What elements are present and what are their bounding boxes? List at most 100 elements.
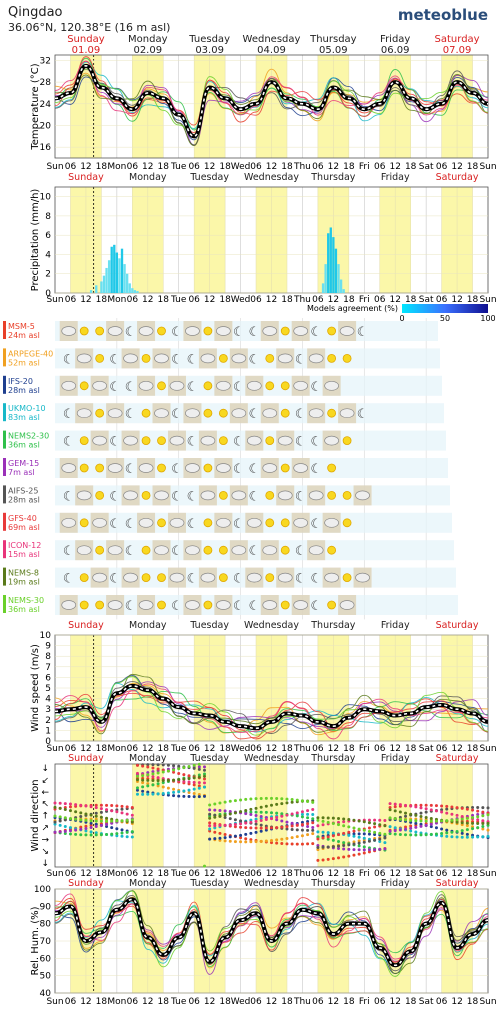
direction-dot xyxy=(419,814,423,818)
direction-dot xyxy=(74,803,78,807)
y-tick-label: 0 xyxy=(45,289,51,299)
moon-icon: ☾ xyxy=(248,352,260,367)
moon-icon: ☾ xyxy=(310,517,322,532)
direction-dot xyxy=(228,835,232,839)
agreement-colorbar xyxy=(402,304,488,313)
sun-icon xyxy=(265,353,275,363)
direction-dot xyxy=(409,812,413,816)
direction-dot xyxy=(141,764,145,768)
direction-dot xyxy=(213,826,217,830)
x-tick-label: 06 xyxy=(250,744,262,754)
direction-dot xyxy=(460,821,464,825)
sun-icon xyxy=(203,518,213,528)
x-tick-label: Fri xyxy=(359,744,370,754)
sun-icon xyxy=(342,573,352,582)
direction-dot xyxy=(79,803,83,807)
x-tick-label: Thu xyxy=(293,295,311,305)
direction-dot xyxy=(141,792,145,796)
sun-icon xyxy=(218,436,228,446)
moon-icon: ☾ xyxy=(248,599,260,614)
direction-dot xyxy=(362,851,366,855)
direction-dot xyxy=(316,858,320,862)
direction-dot xyxy=(202,785,206,789)
direction-dot xyxy=(53,801,57,805)
model-line xyxy=(54,890,489,974)
moon-icon: ☾ xyxy=(171,599,183,614)
cloud-icon xyxy=(76,545,92,556)
direction-dot xyxy=(476,812,480,816)
direction-dot xyxy=(393,829,397,833)
direction-dot xyxy=(182,766,186,770)
direction-dot xyxy=(316,837,320,841)
direction-dot xyxy=(120,831,124,835)
direction-arrow: ↘ xyxy=(41,847,49,857)
cloud-icon xyxy=(324,380,339,391)
direction-dot xyxy=(264,826,268,830)
direction-dot xyxy=(306,819,310,823)
direction-dot xyxy=(192,787,196,791)
direction-dot xyxy=(280,802,284,806)
direction-dot xyxy=(347,854,351,858)
top-day-date: 05.09 xyxy=(319,45,348,56)
sun-icon xyxy=(157,463,166,473)
direction-dot xyxy=(172,764,176,768)
direction-dot xyxy=(424,819,428,823)
x-tick-label: 06 xyxy=(374,997,386,1007)
y-tick-label: 1 xyxy=(45,726,51,736)
direction-dot xyxy=(362,845,366,849)
precip-bar xyxy=(332,237,335,293)
moon-icon: ☾ xyxy=(171,544,183,559)
model-line xyxy=(54,681,489,734)
direction-dot xyxy=(166,778,170,782)
direction-dot xyxy=(110,819,114,823)
direction-dot xyxy=(450,835,454,839)
y-tick-label: 10 xyxy=(40,193,52,203)
direction-dot xyxy=(270,841,273,845)
direction-dot xyxy=(275,838,279,842)
model-name: GEM-15 xyxy=(8,459,39,468)
y-tick-label: 10 xyxy=(40,631,52,641)
direction-dot xyxy=(331,831,335,835)
direction-dot xyxy=(393,817,397,821)
direction-dot xyxy=(455,818,459,822)
direction-dot xyxy=(383,824,387,828)
x-tick-label: 06 xyxy=(436,295,448,305)
direction-dot xyxy=(316,830,320,834)
direction-dot xyxy=(105,819,109,823)
top-day-name: Sunday xyxy=(67,34,104,45)
x-tick-label: Tue xyxy=(170,997,187,1007)
x-tick-label: 12 xyxy=(204,295,215,305)
y-tick-label: 100 xyxy=(34,885,51,895)
direction-dot xyxy=(254,810,258,814)
direction-dot xyxy=(74,810,78,814)
x-tick-label: 18 xyxy=(467,295,479,305)
direction-dot xyxy=(342,847,346,851)
direction-dot xyxy=(486,828,490,832)
cloud-icon xyxy=(324,435,339,446)
x-tick-label: 18 xyxy=(219,744,231,754)
y-axis-label: Wind direction xyxy=(30,779,41,851)
y-tick-label: 8 xyxy=(45,212,51,222)
direction-dot xyxy=(306,833,310,837)
direction-dot xyxy=(218,824,222,828)
sun-icon xyxy=(203,381,213,391)
x-tick-label: 06 xyxy=(436,162,448,172)
direction-dot xyxy=(424,833,428,837)
x-tick-label: 12 xyxy=(266,997,277,1007)
model-color-tag xyxy=(3,485,6,504)
direction-dot xyxy=(362,832,366,836)
direction-dot xyxy=(187,791,191,795)
direction-dot xyxy=(280,837,284,841)
cloud-icon xyxy=(308,490,324,501)
direction-dot xyxy=(280,819,284,823)
moon-icon: ☾ xyxy=(109,435,121,450)
day-name: Saturday xyxy=(436,878,479,889)
direction-dot xyxy=(362,828,366,832)
x-tick-label: 06 xyxy=(250,869,262,879)
direction-dot xyxy=(192,792,196,796)
direction-dot xyxy=(471,821,475,825)
direction-dot xyxy=(197,781,201,785)
x-tick-label: 18 xyxy=(281,295,293,305)
day-name: Sunday xyxy=(68,878,104,889)
direction-dot xyxy=(99,819,103,823)
